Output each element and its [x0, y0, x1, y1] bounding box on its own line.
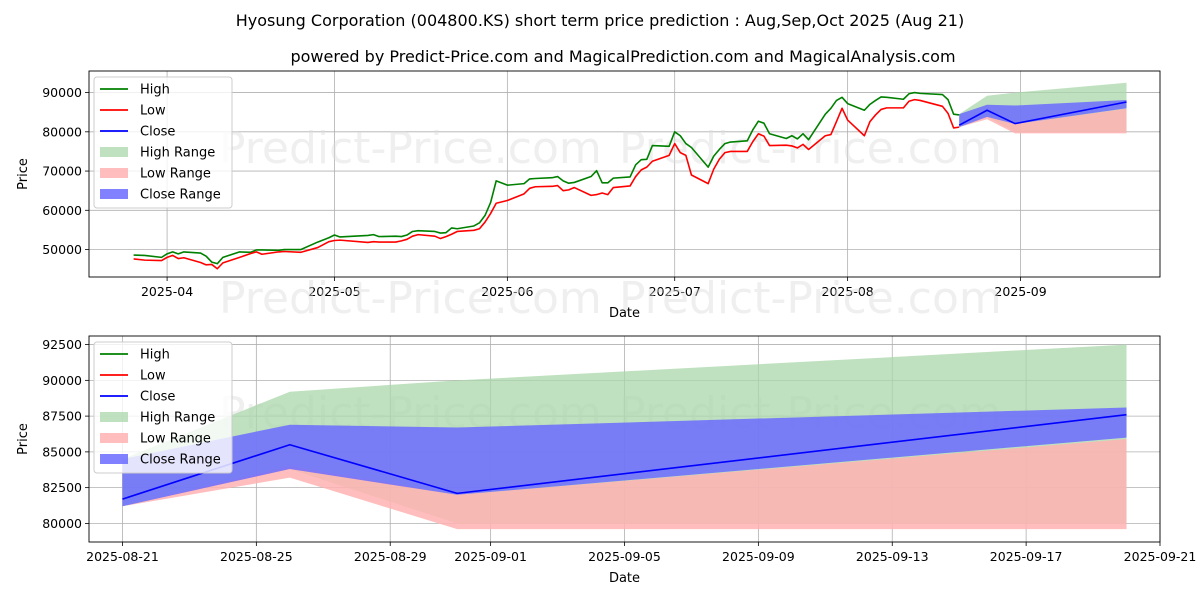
- chart-title: Hyosung Corporation (004800.KS) short te…: [236, 11, 964, 30]
- forecast-y-tick-label: 87500: [42, 409, 82, 424]
- forecast-close-range-band: [122, 407, 1127, 507]
- history-legend-low-range-label: Low Range: [140, 167, 211, 182]
- history-x-tick-label: 2025-07: [649, 284, 701, 299]
- forecast-axes-frame: [88, 335, 1161, 543]
- forecast-y-tick-label: 92500: [42, 337, 82, 352]
- history-x-tick-label: 2025-05: [308, 284, 360, 299]
- history-y-tick-label: 90000: [42, 85, 82, 100]
- history-close-line: [958, 101, 1127, 126]
- forecast-legend-box: [93, 341, 233, 474]
- forecast-legend-high-label: High: [140, 348, 170, 363]
- forecast-legend-close-range-label: Close Range: [140, 453, 221, 468]
- forecast-x-tick-label: 2025-09-21: [1124, 549, 1197, 564]
- forecast-x-tick-label: 2025-09-09: [722, 549, 795, 564]
- forecast-x-axis-label: Date: [609, 571, 640, 586]
- forecast-x-tick-label: 2025-08-25: [220, 549, 293, 564]
- forecast-y-tick-label: 80000: [42, 516, 82, 531]
- forecast-x-tick-label: 2025-09-17: [990, 549, 1063, 564]
- history-watermark: Predict-Price.com: [219, 123, 602, 174]
- history-low-line: [133, 98, 960, 270]
- forecast-legend-close-label: Close: [140, 390, 175, 405]
- forecast-x-tick-label: 2025-09-01: [454, 549, 527, 564]
- history-legend-close-range-swatch: [100, 189, 128, 199]
- history-axes: 2025-04 2025-05 2025-06 2025-07 2025-08 2025-…: [16, 70, 1161, 324]
- history-legend-high-range-swatch: [100, 147, 128, 157]
- forecast-x-tick-label: 2025-08-21: [86, 549, 159, 564]
- forecast-legend-high-range-label: High Range: [140, 411, 215, 426]
- history-low-range-band: [959, 108, 1127, 134]
- history-plot-area: Predict-Price.com Predict-Price.com: [133, 82, 1127, 270]
- history-legend-close-range-label: Close Range: [140, 188, 221, 203]
- history-legend-close-label: Close: [140, 125, 175, 140]
- forecast-legend-low-range-label: Low Range: [140, 432, 211, 447]
- history-x-tick-label: 2025-08: [822, 284, 874, 299]
- history-x-axis-label: Date: [609, 306, 640, 321]
- history-y-tick-label: 80000: [42, 124, 82, 139]
- history-legend-low-range-swatch: [100, 168, 128, 178]
- history-legend-low-label: Low: [140, 104, 166, 119]
- history-y-tick-label: 70000: [42, 164, 82, 179]
- forecast-y-tick-label: 85000: [42, 444, 82, 459]
- history-y-tick-label: 50000: [42, 242, 82, 257]
- history-x-tick-label: 2025-04: [141, 284, 193, 299]
- forecast-legend-close-range-swatch: [100, 454, 128, 464]
- history-watermark: Predict-Price.com: [619, 273, 1002, 324]
- forecast-legend-low-range-swatch: [100, 433, 128, 443]
- forecast-y-axis-label: Price: [16, 423, 31, 455]
- history-legend-high-range-label: High Range: [140, 146, 215, 161]
- history-axes-frame: [88, 70, 1161, 278]
- forecast-x-tick-label: 2025-09-05: [588, 549, 661, 564]
- forecast-x-tick-label: 2025-09-13: [856, 549, 929, 564]
- forecast-y-tick-label: 82500: [42, 480, 82, 495]
- history-watermark: Predict-Price.com: [219, 273, 602, 324]
- history-x-tick-label: 2025-09: [994, 284, 1046, 299]
- history-y-axis-label: Price: [16, 158, 31, 190]
- history-legend-high-label: High: [140, 83, 170, 98]
- history-x-tick-label: 2025-06: [481, 284, 533, 299]
- forecast-legend-low-label: Low: [140, 369, 166, 384]
- forecast-x-tick-label: 2025-08-29: [354, 549, 427, 564]
- history-y-tick-label: 60000: [42, 203, 82, 218]
- forecast-low-range-band: [122, 439, 1127, 530]
- history-high-line: [133, 91, 960, 265]
- history-legend-box: [93, 76, 233, 209]
- forecast-legend-high-range-swatch: [100, 412, 128, 422]
- chart-subtitle: powered by Predict-Price.com and Magical…: [290, 47, 955, 66]
- forecast-y-tick-label: 90000: [42, 373, 82, 388]
- forecast-axes: 2025-08-21 2025-08-25 2025-08-29 2025-09-01…: [16, 335, 1197, 586]
- history-close-range-band: [959, 100, 1127, 128]
